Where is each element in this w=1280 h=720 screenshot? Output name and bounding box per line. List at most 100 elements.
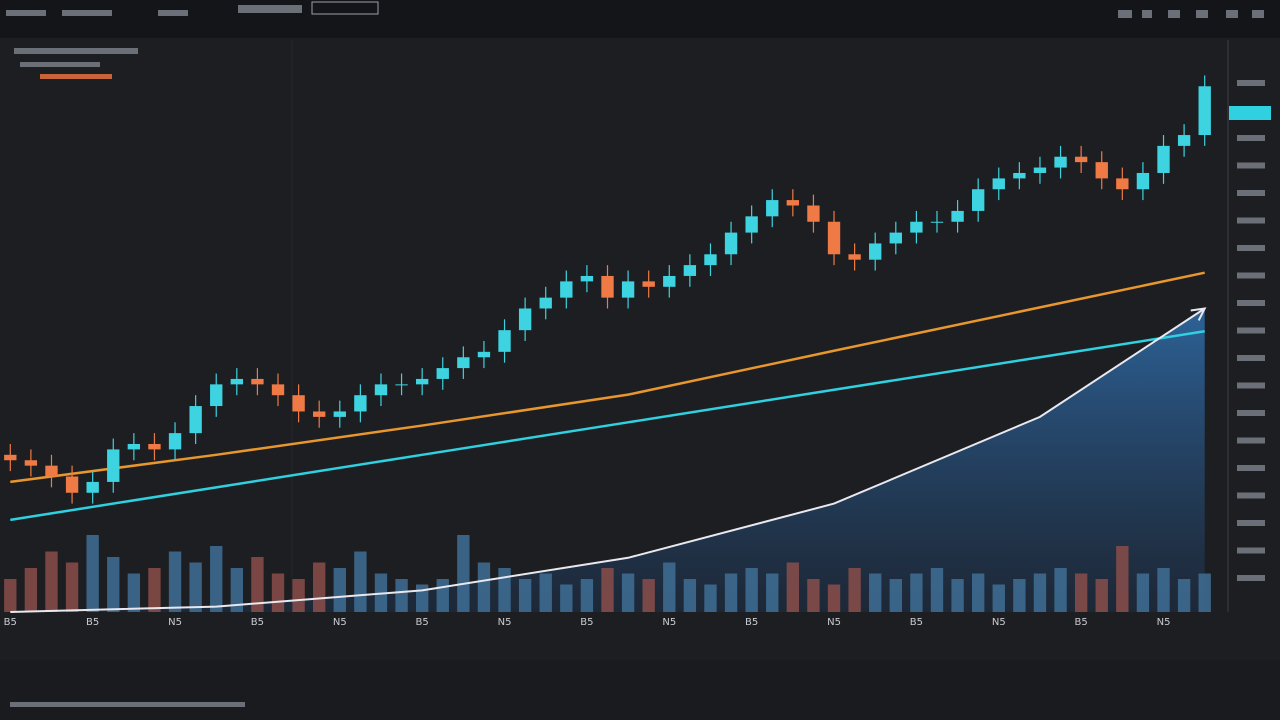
legend-info bbox=[14, 48, 138, 79]
candle-body bbox=[786, 200, 800, 206]
y-label-blob bbox=[1237, 327, 1265, 334]
volume-bar bbox=[436, 579, 449, 612]
volume-bar bbox=[354, 551, 367, 612]
top-bar bbox=[0, 0, 1280, 38]
candle-body bbox=[292, 395, 305, 412]
candle-body bbox=[560, 281, 573, 298]
toolbar-button[interactable] bbox=[1196, 10, 1208, 18]
y-label-blob bbox=[1237, 217, 1265, 224]
y-label-blob bbox=[1237, 272, 1265, 279]
volume-bar bbox=[518, 579, 532, 612]
y-label-blob bbox=[1237, 135, 1265, 141]
toolbar-button[interactable] bbox=[1118, 10, 1132, 18]
y-label-blob bbox=[1237, 437, 1265, 444]
candle-body bbox=[539, 297, 552, 309]
footer-text bbox=[10, 702, 245, 707]
volume-bar bbox=[992, 584, 1005, 612]
y-label-blob bbox=[1237, 492, 1265, 499]
candle-body bbox=[724, 232, 738, 255]
candle-body bbox=[24, 460, 38, 466]
candle-body bbox=[477, 351, 491, 358]
candle-body bbox=[45, 465, 58, 477]
x-tick-label: B5 bbox=[1075, 617, 1088, 628]
volume-bar bbox=[86, 535, 99, 612]
y-label-blob bbox=[1237, 162, 1265, 169]
candle-body bbox=[807, 205, 820, 222]
volume-bar bbox=[498, 568, 511, 612]
area-fill bbox=[10, 308, 1205, 612]
volume-bar bbox=[621, 573, 635, 612]
candle-body bbox=[436, 368, 449, 379]
candle-body bbox=[848, 254, 861, 260]
candle-body bbox=[1074, 156, 1088, 163]
volume-bar bbox=[1074, 573, 1088, 612]
volume-bar bbox=[848, 568, 861, 612]
candle-body bbox=[354, 395, 367, 412]
volume-bar bbox=[601, 568, 614, 612]
candle-body bbox=[1095, 162, 1108, 179]
volume-bar bbox=[1198, 573, 1211, 612]
volume-bar bbox=[539, 573, 552, 612]
volume-bar bbox=[189, 562, 202, 612]
candle-body bbox=[766, 200, 779, 217]
volume-bar bbox=[1013, 579, 1026, 612]
candle-body bbox=[189, 406, 202, 434]
x-tick-label: B5 bbox=[745, 617, 758, 628]
volume-bar bbox=[292, 579, 305, 612]
toolbar-button[interactable] bbox=[1168, 10, 1180, 18]
x-tick-label: N5 bbox=[168, 617, 182, 628]
y-label-blob bbox=[1237, 80, 1265, 86]
area-line bbox=[10, 307, 1206, 613]
y-label-blob bbox=[1237, 410, 1265, 416]
y-label-blob bbox=[1237, 575, 1265, 581]
y-axis-labels bbox=[1237, 80, 1265, 581]
volume-bar bbox=[580, 579, 594, 612]
x-tick-label: B5 bbox=[4, 617, 17, 628]
candle-body bbox=[65, 476, 79, 493]
y-label-blob bbox=[1237, 300, 1265, 306]
volume-bar bbox=[1033, 573, 1047, 612]
candle-body bbox=[601, 275, 614, 298]
candle-body bbox=[972, 189, 985, 211]
candle-body bbox=[4, 454, 17, 461]
volume-bar bbox=[271, 573, 285, 612]
volume-bar bbox=[251, 557, 264, 612]
volume-bar bbox=[1054, 568, 1067, 612]
volume-bar bbox=[210, 546, 223, 612]
candle-body bbox=[333, 411, 346, 417]
search-box[interactable] bbox=[311, 1, 379, 15]
x-tick-label: N5 bbox=[333, 617, 347, 628]
candle-body bbox=[951, 210, 964, 222]
volume-bar bbox=[230, 568, 243, 612]
volume-bar bbox=[107, 557, 120, 612]
candle-body bbox=[580, 275, 594, 282]
y-label-blob bbox=[1237, 190, 1265, 196]
candle-body bbox=[1033, 167, 1047, 173]
candle-body bbox=[86, 481, 99, 493]
toolbar-button[interactable] bbox=[1226, 10, 1238, 18]
candle-body bbox=[1198, 86, 1211, 136]
candle-body bbox=[642, 281, 655, 287]
volume-bar bbox=[930, 568, 944, 612]
x-tick-label: B5 bbox=[580, 617, 593, 628]
volume-bar bbox=[1095, 579, 1108, 612]
candle-body bbox=[313, 411, 326, 417]
top-bar-items bbox=[6, 1, 1264, 18]
volume-bar bbox=[333, 568, 346, 612]
candle-body bbox=[1054, 156, 1067, 168]
candle-body bbox=[663, 275, 676, 287]
candle-body bbox=[889, 232, 902, 244]
toolbar-button[interactable] bbox=[1142, 10, 1152, 18]
volume-bar bbox=[889, 579, 902, 612]
candle-body bbox=[168, 433, 182, 450]
toolbar-button[interactable] bbox=[1252, 10, 1264, 18]
candle-body bbox=[498, 330, 511, 352]
candle-body bbox=[704, 254, 717, 266]
candle-body bbox=[683, 265, 697, 276]
x-tick-label: B5 bbox=[416, 617, 429, 628]
candle-body bbox=[827, 221, 841, 255]
x-tick-label: N5 bbox=[992, 617, 1006, 628]
volume-bar bbox=[4, 579, 17, 612]
